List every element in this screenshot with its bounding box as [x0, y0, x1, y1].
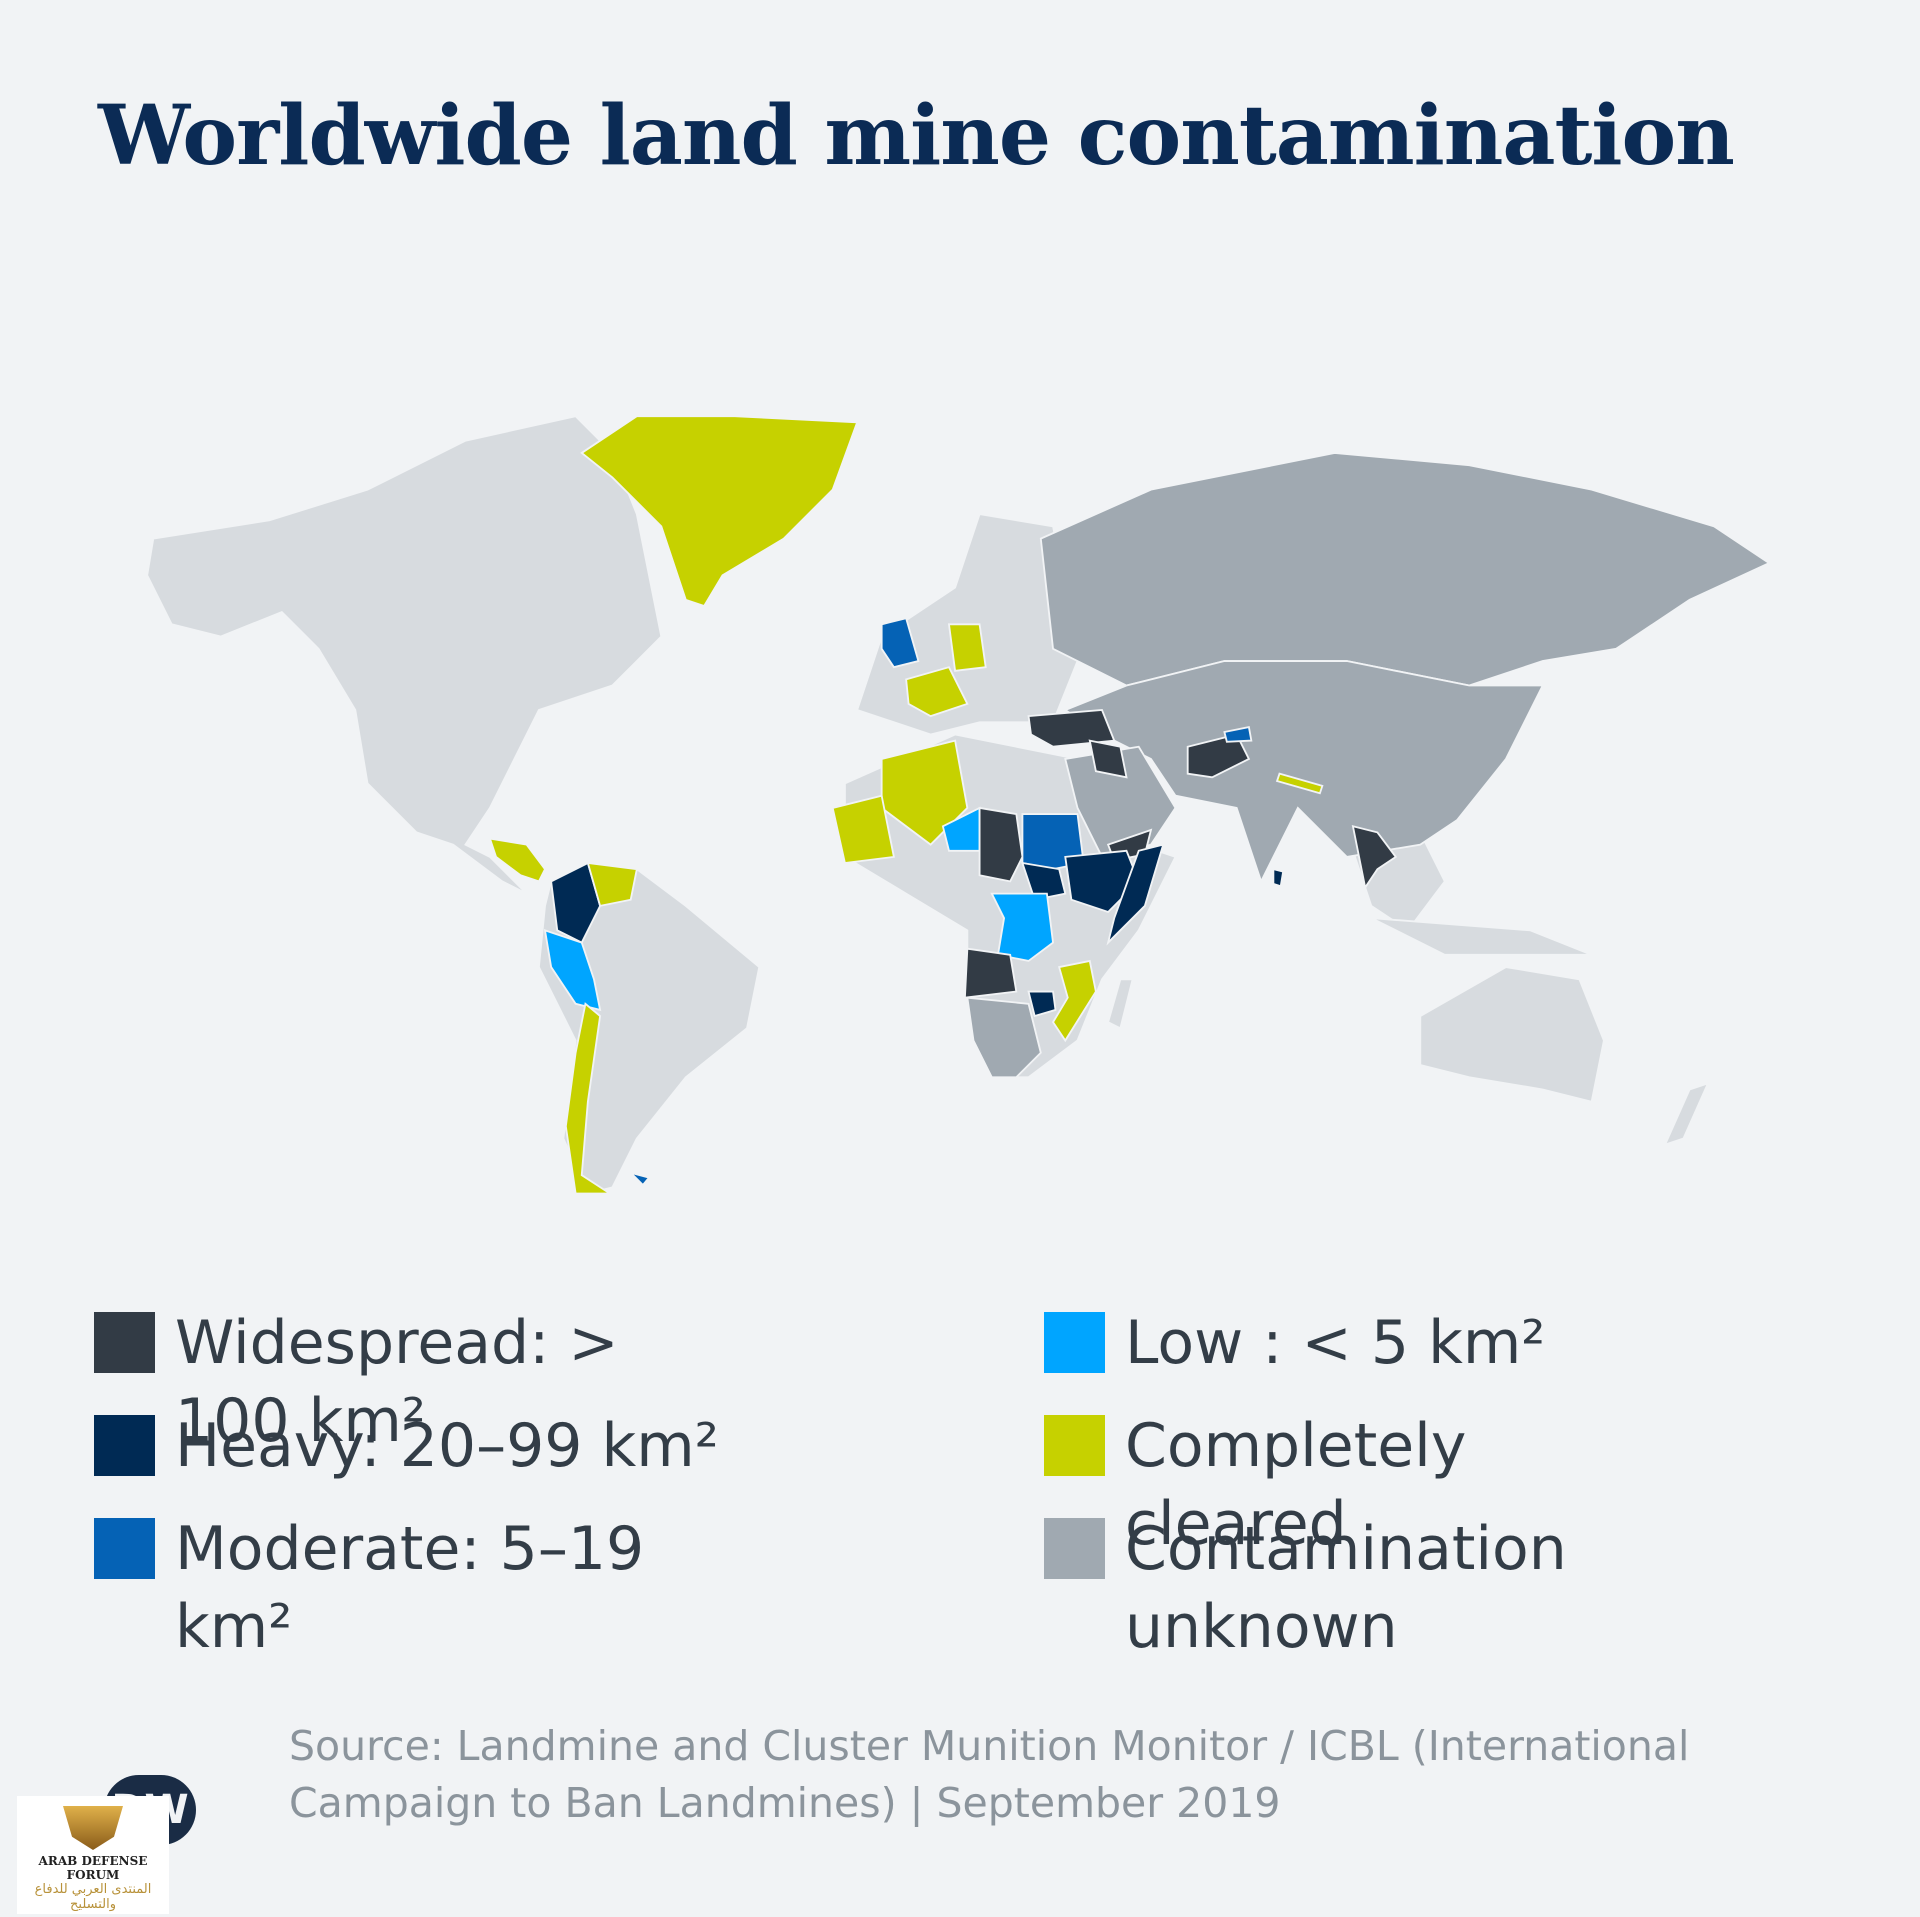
south-sudan: [1021, 861, 1067, 901]
iraq: [1088, 739, 1128, 779]
colombia: [550, 861, 602, 944]
source: Source: Landmine and Cluster Munition Mo…: [289, 1722, 1690, 1827]
tajikistan: [1223, 726, 1253, 743]
north-america: [146, 415, 663, 895]
legend-label: Heavy: 20–99 km²: [175, 1411, 719, 1481]
middle-east: [1064, 745, 1177, 858]
germany: [947, 623, 987, 672]
turkey: [1027, 709, 1116, 748]
legend-item: Completely cleared: [1044, 1407, 1685, 1563]
legend-label: Low : < 5 km²: [1125, 1308, 1546, 1378]
zimbabwe: [1027, 990, 1057, 1018]
greenland: [580, 415, 859, 608]
legend-swatch: [94, 1312, 155, 1373]
watermark-emblem: [63, 1806, 123, 1850]
title: Worldwide land mine contamination: [98, 88, 1735, 184]
madagascar: [1107, 978, 1134, 1030]
watermark-arabic: المنتدى العربي للدفاع والتسليح: [34, 1882, 152, 1912]
legend-label: Moderate: 5–19 km²: [175, 1514, 645, 1662]
chile: [564, 1002, 613, 1195]
legend-item: Low : < 5 km²: [1044, 1304, 1545, 1382]
south-america: [537, 868, 761, 1195]
legend-swatch: [1044, 1312, 1105, 1373]
australia: [1419, 966, 1605, 1103]
dr-congo: [990, 892, 1055, 962]
legend-item: Heavy: 20–99 km²: [94, 1407, 719, 1485]
west-africa: [831, 794, 895, 865]
legend-item: Contamination unknown: [1044, 1510, 1685, 1666]
sri-lanka: [1272, 867, 1285, 888]
united-kingdom: [880, 617, 920, 669]
southern-africa: [966, 996, 1042, 1079]
france: [905, 666, 969, 718]
chad: [978, 806, 1024, 883]
legend-label: Widespread: > 100 km²: [175, 1308, 619, 1456]
legend-swatch: [94, 1415, 155, 1476]
legend-swatch: [1044, 1518, 1105, 1579]
new-zealand: [1663, 1081, 1710, 1147]
legend-item: Moderate: 5–19 km²: [94, 1510, 735, 1666]
peru: [543, 928, 602, 1012]
somalia: [1106, 843, 1165, 946]
central-america: [488, 837, 547, 883]
indonesia: [1370, 917, 1592, 956]
watermark-name: ARAB DEFENSE FORUM: [38, 1854, 148, 1882]
venezuela: [586, 861, 638, 907]
russia: [1039, 452, 1772, 687]
watermark: ARAB DEFENSE FORUM المنتدى العربي للدفاع…: [17, 1796, 169, 1914]
thailand: [1351, 825, 1398, 890]
nepal: [1275, 772, 1324, 795]
legend-item: Widespread: > 100 km²: [94, 1304, 735, 1460]
falklands: [627, 1170, 651, 1187]
legend-swatch: [94, 1518, 155, 1579]
mozambique: [1051, 959, 1097, 1043]
legend-label: Completely cleared: [1125, 1411, 1467, 1559]
angola: [963, 947, 1018, 999]
countries: [488, 415, 1772, 1195]
legend-label: Contamination unknown: [1125, 1514, 1567, 1662]
legend-swatch: [1044, 1415, 1105, 1476]
